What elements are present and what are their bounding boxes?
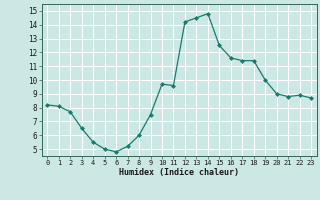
X-axis label: Humidex (Indice chaleur): Humidex (Indice chaleur) (119, 168, 239, 177)
